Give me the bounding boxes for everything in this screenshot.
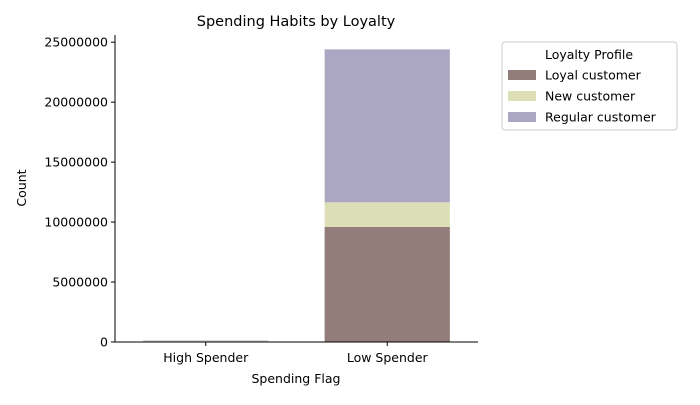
x-ticks: High Spender Low Spender xyxy=(163,342,428,365)
x-tick-label: Low Spender xyxy=(347,350,429,365)
bar-low-spender-loyal-customer xyxy=(325,227,450,342)
x-axis-label: Spending Flag xyxy=(252,371,341,386)
y-ticks: 0 5000000 10000000 15000000 20000000 25000000 xyxy=(44,35,115,350)
legend-label: Loyal customer xyxy=(545,68,642,83)
y-tick-label: 25000000 xyxy=(44,35,108,50)
bar-low-spender-new-customer xyxy=(325,202,450,227)
legend-swatch xyxy=(508,70,536,80)
legend-label: Regular customer xyxy=(545,110,657,125)
y-tick-label: 5000000 xyxy=(52,275,108,290)
y-tick-label: 0 xyxy=(100,335,108,350)
bar-low-spender-regular-customer xyxy=(325,49,450,202)
x-tick-label: High Spender xyxy=(163,350,249,365)
y-tick-label: 15000000 xyxy=(44,155,108,170)
chart-title: Spending Habits by Loyalty xyxy=(197,14,396,30)
legend-swatch xyxy=(508,91,536,101)
y-axis-label: Count xyxy=(14,169,29,206)
y-tick-label: 10000000 xyxy=(44,215,108,230)
legend: Loyalty Profile Loyal customer New custom… xyxy=(502,42,677,130)
bars xyxy=(143,49,450,342)
y-tick-label: 20000000 xyxy=(44,95,108,110)
legend-title: Loyalty Profile xyxy=(545,47,633,62)
legend-swatch xyxy=(508,112,536,122)
legend-label: New customer xyxy=(545,89,636,104)
